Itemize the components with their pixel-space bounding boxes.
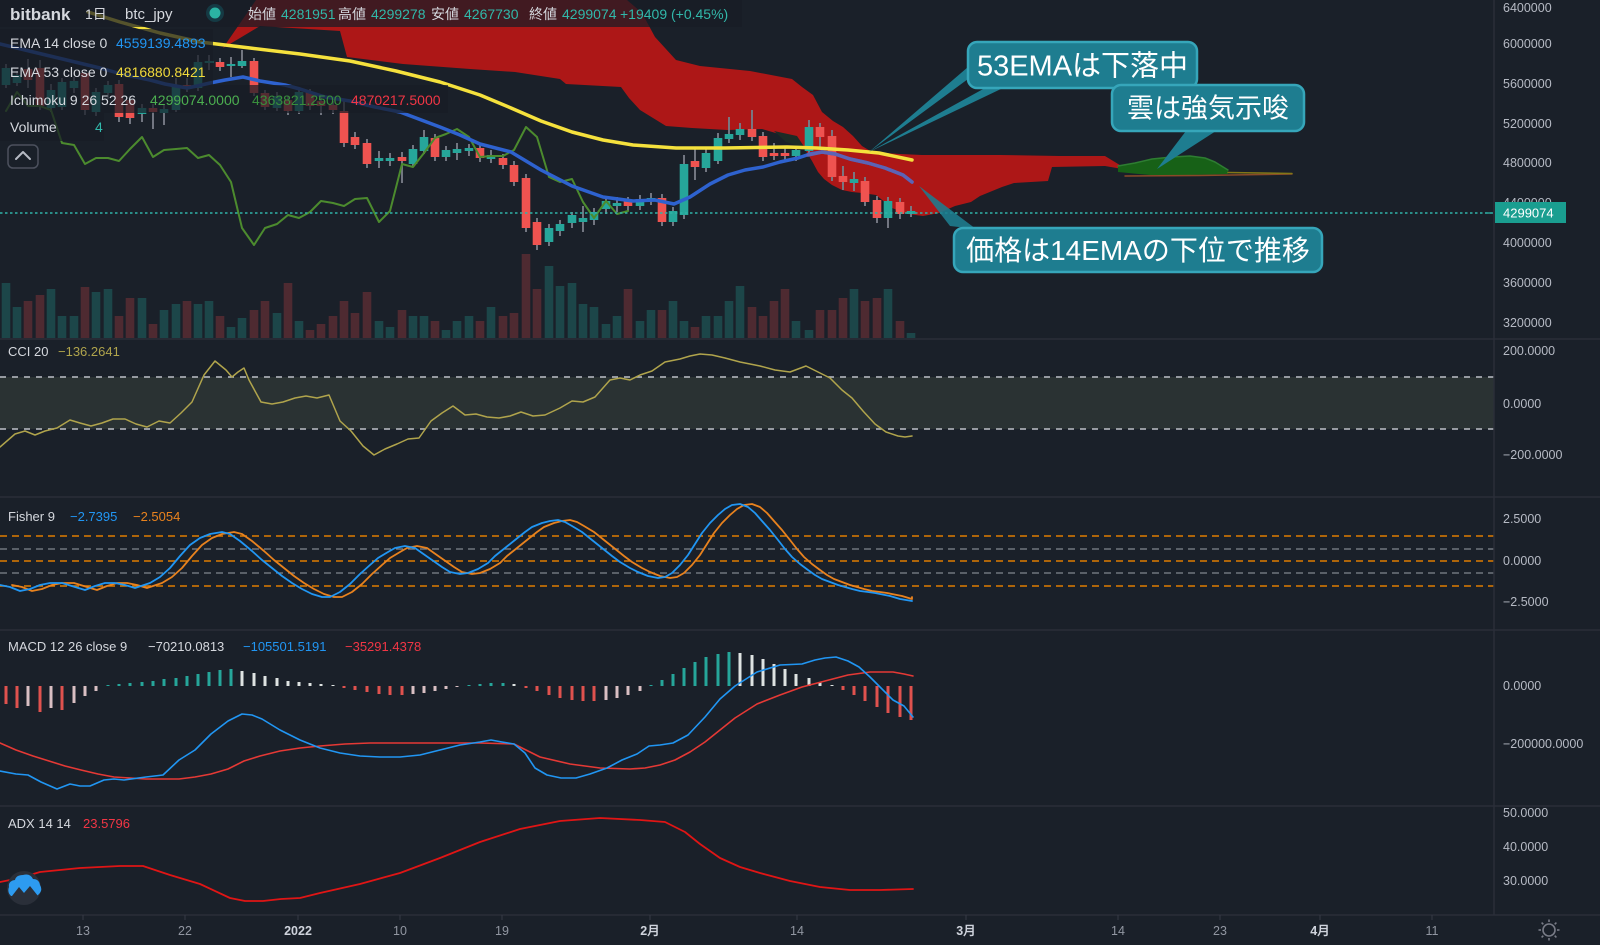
svg-text:MACD 12 26 close 9: MACD 12 26 close 9 — [8, 639, 127, 654]
svg-text:価格は14EMAの下位で推移: 価格は14EMAの下位で推移 — [966, 235, 1310, 266]
svg-text:−2.7395: −2.7395 — [70, 509, 117, 524]
svg-text:−70210.0813: −70210.0813 — [148, 639, 224, 654]
svg-text:200.0000: 200.0000 — [1503, 344, 1555, 358]
svg-text:−35291.4378: −35291.4378 — [345, 639, 421, 654]
svg-text:高値: 高値 — [338, 6, 366, 22]
svg-text:Fisher 9: Fisher 9 — [8, 509, 55, 524]
svg-text:5600000: 5600000 — [1503, 77, 1552, 91]
svg-text:終値: 終値 — [529, 6, 557, 22]
svg-text:+19409 (+0.45%): +19409 (+0.45%) — [620, 6, 728, 22]
svg-text:−2.5054: −2.5054 — [133, 509, 180, 524]
svg-text:bitbank: bitbank — [10, 5, 71, 24]
svg-text:2月: 2月 — [640, 924, 659, 938]
svg-text:EMA 14 close 0: EMA 14 close 0 — [10, 35, 107, 51]
svg-text:Volume: Volume — [10, 119, 57, 135]
svg-text:4299074: 4299074 — [1503, 206, 1554, 221]
svg-text:3600000: 3600000 — [1503, 276, 1552, 290]
svg-text:0.0000: 0.0000 — [1503, 679, 1541, 693]
svg-text:53EMAは下落中: 53EMAは下落中 — [977, 49, 1188, 82]
svg-text:雲は強気示唆: 雲は強気示唆 — [1127, 94, 1289, 124]
svg-text:4月: 4月 — [1310, 924, 1329, 938]
svg-text:4800000: 4800000 — [1503, 156, 1552, 170]
svg-text:4: 4 — [95, 119, 103, 135]
svg-text:0.0000: 0.0000 — [1503, 397, 1541, 411]
svg-text:−200.0000: −200.0000 — [1503, 448, 1562, 462]
svg-text:10: 10 — [393, 924, 407, 938]
svg-text:4559139.4893: 4559139.4893 — [116, 35, 206, 51]
svg-text:2.5000: 2.5000 — [1503, 512, 1541, 526]
svg-text:4870217.5000: 4870217.5000 — [351, 92, 441, 108]
svg-text:4299074.0000: 4299074.0000 — [150, 92, 240, 108]
svg-text:13: 13 — [76, 924, 90, 938]
svg-text:6000000: 6000000 — [1503, 37, 1552, 51]
svg-text:50.0000: 50.0000 — [1503, 806, 1548, 820]
svg-text:6400000: 6400000 — [1503, 1, 1552, 15]
svg-text:4299278: 4299278 — [371, 6, 426, 22]
svg-text:−136.2641: −136.2641 — [58, 344, 120, 359]
svg-text:4000000: 4000000 — [1503, 236, 1552, 250]
svg-text:3月: 3月 — [956, 924, 975, 938]
svg-text:23.5796: 23.5796 — [83, 816, 130, 831]
svg-text:40.0000: 40.0000 — [1503, 840, 1548, 854]
svg-text:14: 14 — [1111, 924, 1125, 938]
svg-text:−105501.5191: −105501.5191 — [243, 639, 327, 654]
svg-text:1日: 1日 — [85, 6, 107, 22]
svg-text:−200000.0000: −200000.0000 — [1503, 737, 1583, 751]
svg-text:4267730: 4267730 — [464, 6, 519, 22]
svg-text:0.0000: 0.0000 — [1503, 554, 1541, 568]
svg-text:始値: 始値 — [248, 6, 276, 22]
svg-text:14: 14 — [790, 924, 804, 938]
svg-text:−2.5000: −2.5000 — [1503, 595, 1549, 609]
svg-text:11: 11 — [1426, 924, 1439, 938]
svg-text:22: 22 — [178, 924, 192, 938]
svg-text:CCI 20: CCI 20 — [8, 344, 48, 359]
svg-text:EMA 53 close 0: EMA 53 close 0 — [10, 64, 107, 80]
svg-text:2022: 2022 — [284, 924, 312, 938]
svg-text:3200000: 3200000 — [1503, 316, 1552, 330]
svg-text:安値: 安値 — [431, 6, 459, 22]
svg-text:4363821.2500: 4363821.2500 — [252, 92, 342, 108]
svg-text:4816880.8421: 4816880.8421 — [116, 64, 206, 80]
svg-text:ADX 14 14: ADX 14 14 — [8, 816, 71, 831]
svg-text:4281951: 4281951 — [281, 6, 336, 22]
svg-text:30.0000: 30.0000 — [1503, 874, 1548, 888]
svg-text:19: 19 — [495, 924, 509, 938]
svg-text:5200000: 5200000 — [1503, 117, 1552, 131]
svg-text:23: 23 — [1213, 924, 1227, 938]
svg-text:4299074: 4299074 — [562, 6, 617, 22]
svg-text:Ichimoku 9 26 52 26: Ichimoku 9 26 52 26 — [10, 92, 136, 108]
svg-text:btc_jpy: btc_jpy — [125, 6, 173, 23]
